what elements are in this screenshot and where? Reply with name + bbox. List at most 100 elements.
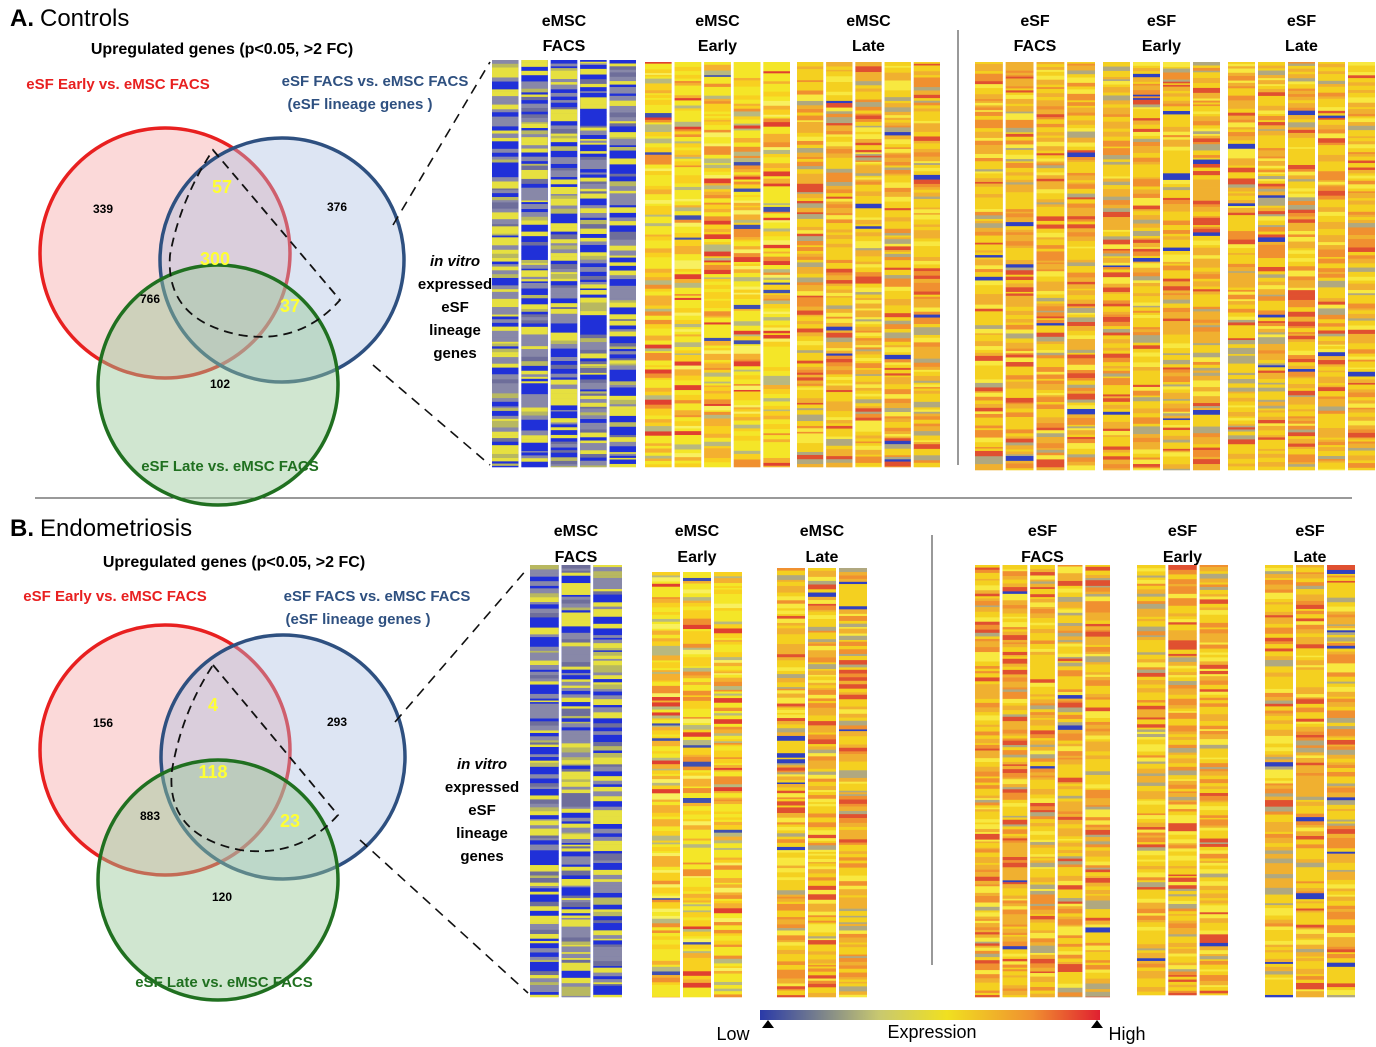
heatmap-cell (763, 269, 790, 273)
heatmap-cell (561, 575, 591, 580)
heatmap-cell (580, 72, 607, 75)
heatmap-cell (733, 123, 761, 126)
heatmap-cell (1163, 343, 1190, 349)
heatmap-cell (855, 396, 882, 400)
heatmap-cell (797, 451, 824, 456)
heatmap-cell (609, 173, 636, 177)
heatmap-cell (492, 96, 519, 99)
heatmap-cell (1228, 387, 1255, 392)
heatmap-cell (674, 440, 702, 445)
heatmap-cell (797, 181, 824, 185)
heatmap-cell (826, 459, 853, 464)
heatmap-cell (645, 62, 672, 64)
heatmap-cell (593, 776, 622, 782)
heatmap-cell (1348, 75, 1375, 79)
heatmap-cell (1228, 412, 1255, 417)
heatmap-cell (797, 425, 824, 429)
heatmap-cell (975, 325, 1003, 330)
heatmap-cell (1005, 381, 1034, 387)
heatmap-cell (975, 824, 1000, 830)
heatmap-cell (530, 650, 559, 653)
heatmap-cell (1288, 362, 1315, 367)
heatmap-cell (1193, 464, 1220, 470)
heatmap-cell (530, 597, 559, 603)
heatmap-cell (580, 253, 607, 257)
heatmap-cell (521, 279, 548, 282)
heatmap-cell (777, 570, 805, 576)
heatmap-cell (530, 631, 559, 635)
heatmap-cell (763, 62, 790, 67)
heatmap-cell (1318, 418, 1345, 424)
heatmap-cell (580, 149, 607, 152)
heatmap-cell (683, 914, 711, 918)
heatmap-cell (1193, 367, 1220, 371)
heatmap-cell (561, 950, 591, 953)
heatmap-cell (492, 118, 519, 122)
heatmap-cell (530, 705, 559, 711)
heatmap-cell (561, 988, 591, 994)
heatmap-cell (797, 198, 824, 202)
heatmap-cell (975, 677, 1000, 682)
heatmap-cell (561, 875, 591, 880)
heatmap-cell (1258, 65, 1285, 69)
heatmap-cell (1258, 462, 1285, 467)
heatmap-cell (975, 181, 1003, 184)
heatmap-cell (609, 141, 636, 144)
heatmap-cell (530, 602, 559, 605)
heatmap-cell (530, 875, 559, 879)
heatmap-cell (1036, 172, 1065, 176)
heatmap-cell (797, 77, 824, 81)
heatmap-cell (839, 965, 867, 970)
heatmap-cell (777, 830, 805, 834)
heatmap-cell (683, 690, 711, 696)
heatmap-cell (1288, 276, 1315, 281)
heatmap-cell (884, 78, 911, 81)
heatmap-cell (704, 385, 731, 388)
heatmap-cell (561, 679, 591, 683)
heatmap-cell (1133, 310, 1160, 314)
heatmap-cell (1288, 201, 1315, 206)
heatmap-cell (674, 230, 702, 234)
heatmap-cell (733, 356, 761, 360)
heatmap-cell (1163, 137, 1190, 140)
heatmap-cell (975, 707, 1000, 713)
heatmap-cell (1163, 111, 1190, 115)
heatmap-cell (1036, 245, 1065, 250)
heatmap-cell (1258, 367, 1285, 371)
heatmap-cell (704, 95, 731, 100)
heatmap-cell (492, 374, 519, 377)
heatmap-cell (1348, 156, 1375, 161)
heatmap-cell (913, 317, 940, 320)
heatmap-cell (704, 376, 731, 382)
heatmap-cell (683, 806, 711, 812)
heatmap-cell (645, 152, 672, 156)
heatmap-cell (1067, 221, 1095, 225)
heatmap-cell (609, 457, 636, 460)
heatmap-cell (492, 159, 519, 163)
heatmap-cell (763, 100, 790, 107)
heatmap-cell (652, 795, 680, 800)
heatmap-cell (808, 570, 836, 575)
heatmap-cell (580, 315, 607, 320)
heatmap-cell (593, 682, 622, 685)
heatmap-cell (777, 894, 805, 898)
heatmap-cell (763, 325, 790, 328)
heatmap-cell (733, 207, 761, 211)
heatmap-cell (884, 94, 911, 98)
heatmap-cell (839, 983, 867, 987)
heatmap-cell (593, 958, 622, 962)
heatmap-cell (1005, 310, 1034, 316)
heatmap-cell (580, 415, 607, 420)
heatmap-cell (561, 568, 591, 572)
heatmap-cell (714, 847, 742, 851)
heatmap-cell (1288, 432, 1315, 437)
heatmap-cell (521, 290, 548, 296)
heatmap-cell (521, 117, 548, 123)
heatmap-cell (1348, 217, 1375, 221)
heatmap-cell (884, 225, 911, 230)
heatmap-cell (1288, 290, 1315, 296)
heatmap-cell (530, 818, 559, 821)
heatmap-cell (674, 279, 702, 282)
heatmap-cell (855, 115, 882, 120)
heatmap-cell (1193, 444, 1220, 448)
